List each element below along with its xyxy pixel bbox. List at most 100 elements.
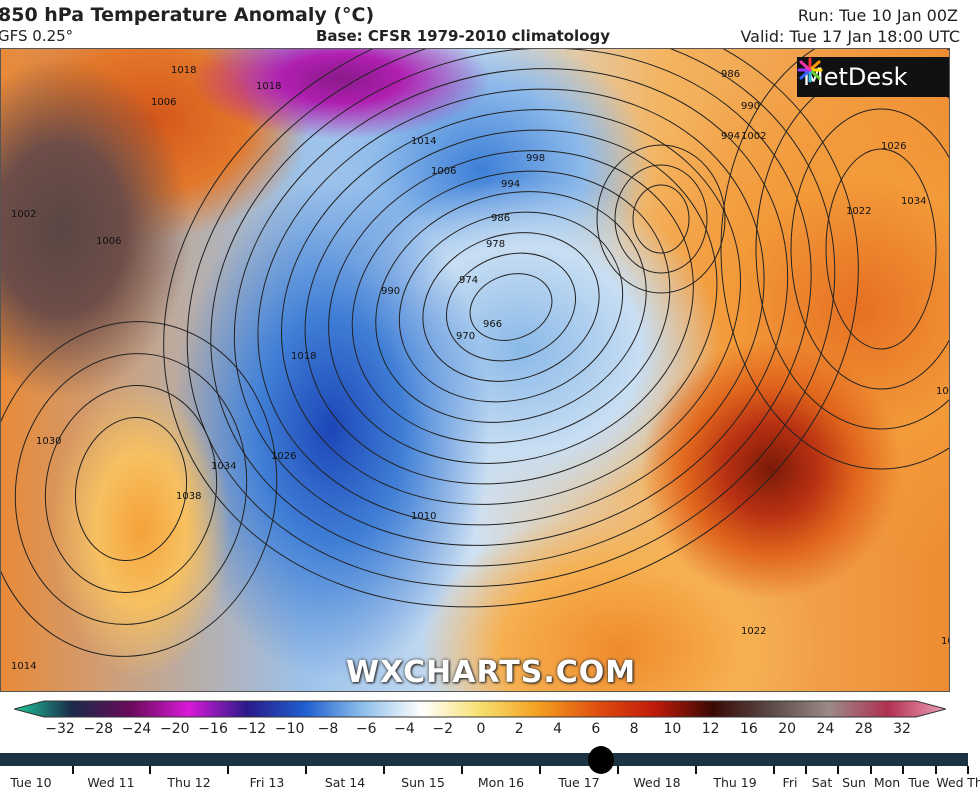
isobar-label: 994	[501, 179, 520, 190]
isobar-label: 994	[721, 131, 740, 142]
color-scale-label: −28	[83, 721, 114, 737]
timeline-tick	[773, 766, 775, 774]
forecast-timeline-slider[interactable]	[0, 753, 968, 766]
isobar-label: 1038	[176, 491, 201, 502]
isobar-label: 1006	[96, 236, 121, 247]
timeline-day-label[interactable]: Sun 15	[401, 775, 445, 790]
color-scale-label: 0	[476, 721, 486, 737]
timeline-day-label[interactable]: Tue 17	[558, 775, 600, 790]
isobar-label: 978	[486, 239, 505, 250]
isobar	[422, 232, 600, 382]
isobar-label: 1022	[936, 386, 949, 397]
timeline-day-label[interactable]: Th	[967, 775, 980, 790]
color-scale-label: −8	[317, 721, 339, 737]
timeline-tick	[805, 766, 807, 774]
base-climatology-label: Base: CFSR 1979-2010 climatology	[316, 27, 611, 45]
timeline-day-label[interactable]: Thu 12	[167, 775, 211, 790]
timeline-tick	[967, 766, 969, 774]
valid-time-label: Valid: Tue 17 Jan 18:00 UTC	[740, 27, 960, 46]
color-scale-label: 4	[553, 721, 562, 737]
color-scale-bar	[14, 700, 946, 718]
isobar-label: 1006	[431, 166, 456, 177]
isobar-label: 1022	[846, 206, 871, 217]
isobar-label: 1026	[271, 451, 296, 462]
color-scale-label: 16	[739, 721, 758, 737]
timeline-day-label[interactable]: Wed 11	[87, 775, 135, 790]
timeline-day-label[interactable]: Fri 13	[249, 775, 285, 790]
color-scale-label: −24	[121, 721, 152, 737]
color-scale-label: 6	[591, 721, 601, 737]
isobar-label: 1010	[411, 511, 436, 522]
isobar-label: 1034	[901, 196, 926, 207]
timeline-day-label[interactable]: Sun	[842, 775, 866, 790]
timeline-tick	[935, 766, 937, 774]
chart-title: 850 hPa Temperature Anomaly (°C)	[0, 4, 375, 26]
color-scale-label: −12	[236, 721, 267, 737]
isobar	[632, 184, 690, 254]
isobar-label: 986	[721, 69, 740, 80]
isobar	[186, 49, 836, 587]
timeline-tick	[902, 766, 904, 774]
isobar-label: 1002	[11, 209, 36, 220]
timeline-day-label[interactable]: Sat 14	[324, 775, 366, 790]
isobar	[304, 129, 718, 485]
isobar-label: 1034	[211, 461, 236, 472]
color-scale-label: 2	[514, 721, 524, 737]
isobar	[281, 109, 741, 505]
isobar	[74, 416, 188, 562]
timeline-tick	[383, 766, 385, 774]
timeline-tick	[149, 766, 151, 774]
timeline-day-label[interactable]: Tue 10	[10, 775, 52, 790]
isobar	[614, 164, 708, 274]
timeline-tick	[539, 766, 541, 774]
timeline-tick	[695, 766, 697, 774]
timeline-day-label[interactable]: Wed 18	[633, 775, 681, 790]
isobar-label: 1018	[171, 65, 196, 76]
isobar-label: 1022	[741, 626, 766, 637]
temperature-anomaly-map[interactable]: 1018 1006 1018 1002 1006 1014 1006 998 994 986 978…	[0, 48, 950, 692]
metdesk-logo: MetDesk	[797, 57, 949, 97]
timeline-tick	[72, 766, 74, 774]
isobar	[596, 144, 726, 294]
isobar-label: 1018	[256, 81, 281, 92]
isobar	[14, 353, 248, 625]
isobar-label: 974	[459, 275, 478, 286]
isobar	[257, 88, 765, 526]
timeline-day-label[interactable]: Mon 16	[477, 775, 525, 790]
metdesk-logo-text: MetDesk	[803, 63, 908, 91]
isobar	[790, 108, 949, 390]
isobar	[210, 49, 812, 567]
timeline-day-label[interactable]: Thu 19	[713, 775, 757, 790]
timeline-tick	[461, 766, 463, 774]
timeline-tick	[227, 766, 229, 774]
color-scale-label: 10	[663, 721, 682, 737]
isobar	[398, 211, 624, 403]
isobar-label: 1026	[881, 141, 906, 152]
color-scale-label: 12	[701, 721, 720, 737]
timeline-day-label[interactable]: Tue	[908, 775, 930, 790]
isobar-label: 1002	[741, 131, 766, 142]
isobar-label: 1014	[11, 661, 36, 672]
timeline-tick	[870, 766, 872, 774]
isobar-label: 970	[456, 331, 475, 342]
isobar-label: 990	[381, 286, 400, 297]
color-scale-label: −20	[160, 721, 190, 737]
isobar	[445, 252, 577, 362]
isobar-label: 966	[483, 319, 502, 330]
isobar	[44, 385, 218, 593]
isobar-label: 986	[491, 213, 510, 224]
timeline-day-label[interactable]: Wed	[936, 775, 964, 790]
color-scale-label: 32	[893, 721, 911, 737]
metdesk-star-icon	[797, 57, 823, 83]
timeline-day-label[interactable]: Sat	[811, 775, 833, 790]
timeline-day-label[interactable]: Fri	[782, 775, 798, 790]
timeline-day-label[interactable]: Mon	[873, 775, 901, 790]
isobar	[720, 49, 949, 470]
isobar-label: 990	[741, 101, 760, 112]
isobar	[328, 150, 694, 464]
isobar	[351, 170, 671, 444]
color-scale-label: −32	[45, 721, 75, 737]
timeline-slider-handle[interactable]	[588, 746, 614, 774]
isobar-label: 1022	[941, 636, 949, 647]
